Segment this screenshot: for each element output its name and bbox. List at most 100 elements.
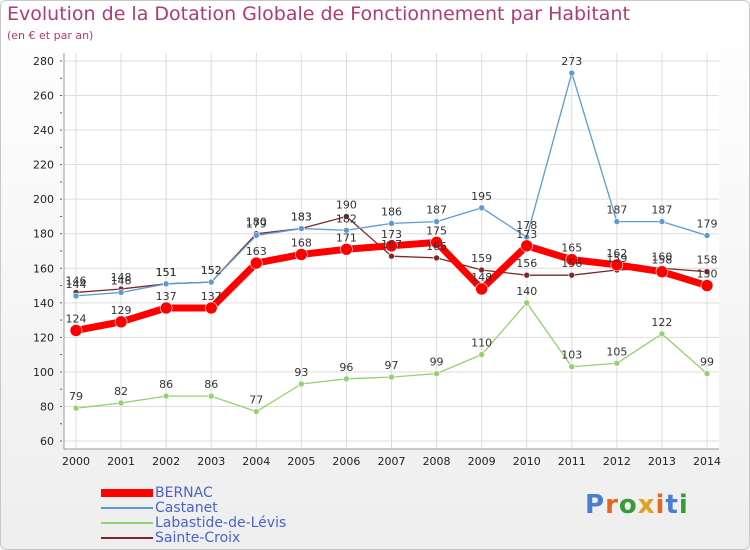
data-point-bernac <box>249 256 263 270</box>
x-tick-label: 2009 <box>468 455 496 468</box>
data-label-bernac: 162 <box>606 247 627 260</box>
data-label-castanet: 195 <box>471 190 492 203</box>
data-label-castanet: 152 <box>201 264 222 277</box>
data-point-sainte-croix <box>478 266 485 274</box>
data-label-labastide-de-levis: 122 <box>651 316 672 329</box>
data-point-sainte-croix <box>703 268 711 276</box>
x-tick-label: 2012 <box>603 455 631 468</box>
data-point-bernac <box>655 265 669 279</box>
data-label-castanet: 186 <box>381 205 402 218</box>
data-label-sainte-croix: 156 <box>561 257 582 270</box>
data-label-labastide-de-levis: 103 <box>561 349 582 362</box>
data-point-labastide-de-levis <box>658 330 666 338</box>
data-label-bernac: 163 <box>246 245 267 258</box>
data-label-labastide-de-levis: 97 <box>385 359 399 372</box>
data-label-bernac: 168 <box>291 236 312 249</box>
legend-swatch <box>101 522 153 524</box>
data-point-sainte-croix <box>568 271 576 279</box>
x-tick-label: 2002 <box>152 455 180 468</box>
data-point-sainte-croix <box>433 254 440 262</box>
data-point-castanet <box>388 220 395 227</box>
x-tick-label: 2001 <box>107 455 135 468</box>
x-tick-label: 2000 <box>62 455 90 468</box>
legend-item-bernac: BERNAC <box>101 485 361 501</box>
legend-label: BERNAC <box>155 485 213 501</box>
data-label-sainte-croix: 159 <box>606 252 627 265</box>
legend-label: Sainte-Croix <box>155 530 241 546</box>
data-label-castanet: 144 <box>66 278 87 291</box>
data-label-castanet: 178 <box>516 219 537 232</box>
data-label-castanet: 273 <box>561 55 582 68</box>
data-label-sainte-croix: 180 <box>246 216 267 229</box>
data-label-sainte-croix: 183 <box>291 211 312 224</box>
data-label-castanet: 179 <box>697 217 718 230</box>
data-point-labastide-de-levis <box>568 363 576 371</box>
x-tick-label: 2008 <box>423 455 451 468</box>
data-point-bernac <box>610 258 624 272</box>
data-label-labastide-de-levis: 77 <box>249 394 263 407</box>
data-label-labastide-de-levis: 86 <box>159 378 173 391</box>
data-point-labastide-de-levis <box>613 359 621 367</box>
data-label-castanet: 179 <box>246 217 267 230</box>
data-point-labastide-de-levis <box>162 392 170 400</box>
data-label-labastide-de-levis: 86 <box>204 378 218 391</box>
data-point-sainte-croix <box>343 213 350 220</box>
data-label-sainte-croix: 159 <box>471 252 492 265</box>
data-label-labastide-de-levis: 93 <box>294 366 308 379</box>
data-point-labastide-de-levis <box>523 299 531 307</box>
data-label-castanet: 183 <box>291 211 312 224</box>
x-tick-label: 2004 <box>242 455 270 468</box>
data-point-labastide-de-levis <box>433 370 440 377</box>
data-point-labastide-de-levis <box>72 404 80 412</box>
data-label-castanet: 182 <box>336 212 357 225</box>
data-label-bernac: 124 <box>66 312 87 325</box>
x-tick-label: 2010 <box>513 455 541 468</box>
data-label-castanet: 146 <box>111 274 132 287</box>
data-label-sainte-croix: 160 <box>651 250 672 263</box>
data-label-bernac: 173 <box>381 228 402 241</box>
data-label-sainte-croix: 190 <box>336 198 357 211</box>
data-point-castanet <box>207 278 215 286</box>
data-point-bernac <box>385 239 398 253</box>
data-label-bernac: 150 <box>697 268 718 281</box>
legend-item-castanet: Castanet <box>101 500 361 516</box>
data-point-labastide-de-levis <box>703 370 711 377</box>
x-tick-label: 2003 <box>197 455 225 468</box>
data-label-sainte-croix: 156 <box>516 257 537 270</box>
y-tick-label: 120 <box>33 331 54 344</box>
data-label-labastide-de-levis: 105 <box>606 345 627 358</box>
data-label-sainte-croix: 148 <box>111 271 132 284</box>
data-point-labastide-de-levis <box>252 408 260 415</box>
data-label-bernac: 173 <box>516 228 537 241</box>
x-tick-label: 2005 <box>287 455 315 468</box>
x-tick-label: 2013 <box>648 455 676 468</box>
data-label-sainte-croix: 146 <box>66 274 87 287</box>
data-point-bernac <box>114 315 128 329</box>
data-point-labastide-de-levis <box>207 392 215 400</box>
data-point-castanet <box>703 232 711 239</box>
data-point-castanet <box>298 225 305 232</box>
data-label-sainte-croix: 151 <box>156 266 177 279</box>
y-tick-label: 160 <box>33 262 54 275</box>
data-point-bernac <box>159 301 173 315</box>
data-label-labastide-de-levis: 99 <box>430 356 444 369</box>
data-label-bernac: 148 <box>471 271 492 284</box>
data-label-labastide-de-levis: 110 <box>471 337 492 350</box>
y-tick-label: 60 <box>40 435 54 448</box>
y-tick-label: 220 <box>33 159 54 172</box>
data-label-bernac: 137 <box>201 290 222 303</box>
legend-swatch <box>101 507 153 509</box>
data-point-castanet <box>252 232 260 239</box>
data-label-labastide-de-levis: 82 <box>114 385 128 398</box>
legend-item-sainte-croix: Sainte-Croix <box>101 530 361 546</box>
data-label-sainte-croix: 152 <box>201 264 222 277</box>
x-tick-label: 2014 <box>693 455 721 468</box>
data-label-labastide-de-levis: 99 <box>700 356 714 369</box>
data-label-bernac: 165 <box>561 242 582 255</box>
y-tick-label: 180 <box>33 228 54 241</box>
proxiti-logo: Proxiti <box>585 490 689 520</box>
data-point-sainte-croix <box>523 271 531 279</box>
chart-subtitle: (en € et par an) <box>7 29 94 42</box>
data-point-castanet <box>478 204 485 212</box>
